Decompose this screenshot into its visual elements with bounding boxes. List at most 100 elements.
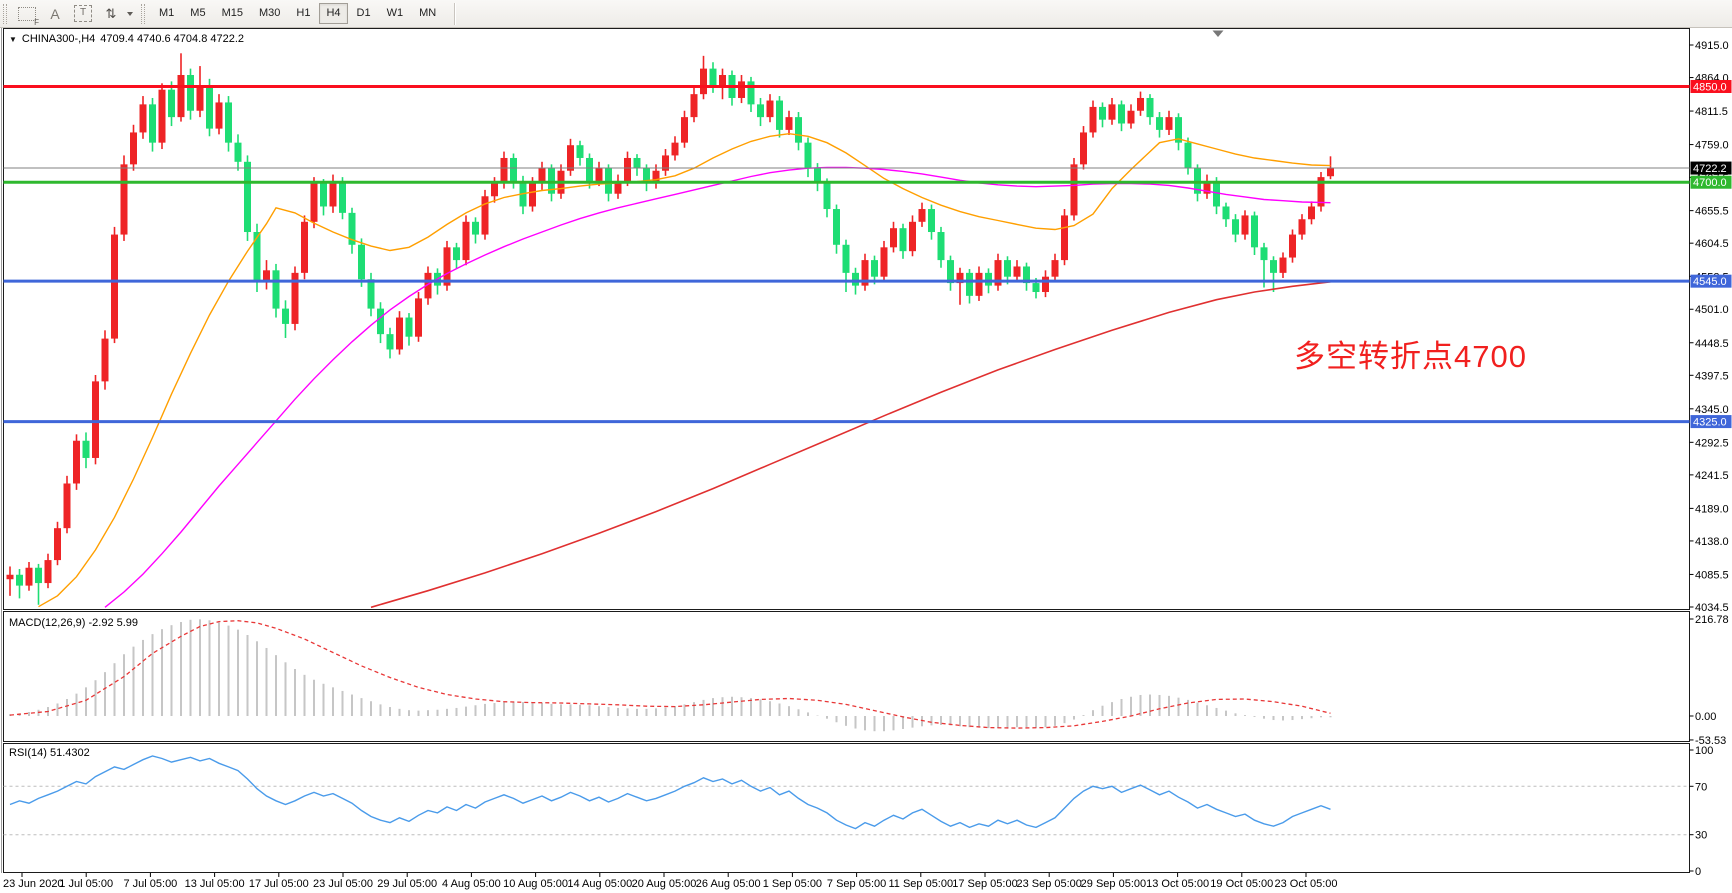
annotation-text[interactable]: 多空转折点4700 [1294, 339, 1527, 374]
macd-values: -2.92 5.99 [88, 617, 139, 629]
svg-text:1 Jul 05:00: 1 Jul 05:00 [59, 878, 113, 890]
chart-stage: 4915.04864.04811.54759.04707.54655.54604… [0, 28, 1732, 893]
svg-text:26 Aug 05:00: 26 Aug 05:00 [696, 878, 761, 890]
svg-text:4700.0: 4700.0 [1693, 177, 1727, 189]
timeframe-h1-button[interactable]: H1 [296, 7, 311, 19]
svg-text:13 Jul 05:00: 13 Jul 05:00 [185, 878, 245, 890]
svg-text:23 Sep 05:00: 23 Sep 05:00 [1016, 878, 1081, 890]
svg-text:0.00: 0.00 [1695, 711, 1716, 723]
price-badge-4545.0 [1690, 274, 1732, 288]
symbol-period-label: CHINA300-,H4 [21, 33, 96, 45]
price-badges: 4850.0 4700.0 4545.0 4325.0 4722.2 [1690, 79, 1732, 429]
timeframe-d1-button[interactable]: D1 [356, 7, 371, 19]
svg-text:23 Jul 05:00: 23 Jul 05:00 [313, 878, 373, 890]
toolbar: F A T ⇅ M1 M5 M15 M30 H1 H4 D1 W1 MN [0, 0, 1732, 28]
svg-text:10 Aug 05:00: 10 Aug 05:00 [503, 878, 568, 890]
ma-fast-orange [38, 132, 1331, 608]
timeframe-group: M1 M5 M15 M30 H1 H4 D1 W1 MN [151, 3, 444, 24]
horizontal-lines[interactable] [3, 84, 1690, 424]
timeframe-h4-button[interactable]: H4 [319, 3, 348, 24]
svg-text:11 Sep 05:00: 11 Sep 05:00 [888, 878, 953, 890]
svg-text:4655.5: 4655.5 [1695, 206, 1729, 218]
svg-text:100: 100 [1695, 745, 1713, 757]
toolbar-separator [454, 2, 456, 25]
arrow-objects-icon[interactable]: ⇅ [105, 5, 117, 21]
price-badge-4850.0 [1690, 79, 1732, 93]
rsi-panel [3, 755, 1690, 836]
dropdown-caret-icon[interactable] [127, 11, 133, 16]
svg-text:4189.0: 4189.0 [1695, 503, 1729, 515]
svg-text:29 Jul 05:00: 29 Jul 05:00 [377, 878, 437, 890]
svg-text:4915.0: 4915.0 [1695, 40, 1729, 52]
rsi-axis[interactable]: 100 70 30 0 [1689, 745, 1714, 878]
svg-text:4325.0: 4325.0 [1693, 417, 1727, 429]
svg-text:4345.0: 4345.0 [1695, 404, 1729, 416]
ohlc-values: 4709.4 4740.6 4704.8 4722.2 [100, 33, 245, 45]
period-separators-grid-icon[interactable]: F [17, 3, 39, 27]
svg-text:23 Oct 05:00: 23 Oct 05:00 [1275, 878, 1338, 890]
price-badge-4700.0 [1690, 175, 1732, 189]
chart-canvas[interactable]: 4915.04864.04811.54759.04707.54655.54604… [0, 28, 1732, 893]
timeframe-m15-button[interactable]: M15 [221, 7, 243, 19]
macd-axis[interactable]: 216.78 0.00 -53.53 [1689, 614, 1729, 747]
price-badge-4325.0 [1690, 415, 1732, 429]
svg-text:4811.5: 4811.5 [1695, 106, 1728, 118]
timeframe-m30-button[interactable]: M30 [258, 7, 281, 19]
svg-text:4241.5: 4241.5 [1695, 470, 1729, 482]
toolbar-drag-handle-2[interactable] [141, 3, 145, 24]
timeframe-m1-button[interactable]: M1 [159, 7, 175, 19]
price-axis[interactable]: 4915.04864.04811.54759.04707.54655.54604… [1689, 40, 1729, 614]
svg-text:23 Jun 2020: 23 Jun 2020 [3, 878, 64, 890]
timeframe-m5-button[interactable]: M5 [190, 7, 206, 19]
svg-text:17 Sep 05:00: 17 Sep 05:00 [952, 878, 1017, 890]
svg-text:13 Oct 05:00: 13 Oct 05:00 [1146, 878, 1209, 890]
ma-slow-red [370, 281, 1331, 609]
svg-text:-53.53: -53.53 [1695, 735, 1726, 747]
svg-text:7 Jul 05:00: 7 Jul 05:00 [123, 878, 177, 890]
svg-text:4722.2: 4722.2 [1693, 163, 1727, 175]
svg-text:30: 30 [1695, 830, 1707, 842]
symbol-dropdown-icon[interactable]: ▼ [9, 34, 17, 44]
rsi-value: 51.4302 [49, 747, 90, 759]
grid-f-glyph: F [34, 17, 39, 27]
timeframe-mn-button[interactable]: MN [419, 7, 437, 19]
svg-text:4292.5: 4292.5 [1695, 437, 1729, 449]
svg-text:19 Oct 05:00: 19 Oct 05:00 [1210, 878, 1273, 890]
svg-text:4850.0: 4850.0 [1693, 81, 1727, 93]
rsi-line [9, 755, 1331, 830]
svg-text:7 Sep 05:00: 7 Sep 05:00 [827, 878, 886, 890]
chart-legend[interactable]: ▼ CHINA300-,H4 4709.4 4740.6 4704.8 4722… [9, 33, 244, 45]
text-object-icon[interactable]: T [73, 3, 93, 25]
svg-text:14 Aug 05:00: 14 Aug 05:00 [567, 878, 632, 890]
svg-text:4448.5: 4448.5 [1695, 338, 1729, 350]
svg-text:4397.5: 4397.5 [1695, 370, 1729, 382]
toolbar-drag-handle[interactable] [3, 3, 7, 24]
macd-signal-line [9, 620, 1331, 729]
svg-text:216.78: 216.78 [1695, 614, 1729, 626]
svg-text:20 Aug 05:00: 20 Aug 05:00 [632, 878, 697, 890]
text-label-icon[interactable]: A [50, 5, 60, 22]
svg-text:4501.0: 4501.0 [1695, 304, 1729, 316]
shift-marker[interactable] [1212, 30, 1224, 38]
svg-text:4604.5: 4604.5 [1695, 238, 1729, 250]
svg-text:29 Sep 05:00: 29 Sep 05:00 [1081, 878, 1146, 890]
macd-panel [9, 619, 1332, 732]
timeframe-w1-button[interactable]: W1 [386, 7, 404, 19]
candles-layer [6, 53, 1334, 605]
panel-frames [1, 28, 1690, 873]
dotted-grid-icon [18, 6, 36, 21]
svg-text:17 Jul 05:00: 17 Jul 05:00 [249, 878, 309, 890]
svg-text:70: 70 [1695, 781, 1707, 793]
svg-text:1 Sep 05:00: 1 Sep 05:00 [763, 878, 822, 890]
svg-text:4034.5: 4034.5 [1695, 602, 1729, 614]
svg-text:4759.0: 4759.0 [1695, 140, 1729, 152]
svg-text:4 Aug 05:00: 4 Aug 05:00 [442, 878, 501, 890]
macd-indicator-label: MACD(12,26,9) -2.92 5.99 [9, 617, 139, 629]
svg-text:4085.5: 4085.5 [1695, 569, 1729, 581]
svg-text:4545.0: 4545.0 [1693, 276, 1727, 288]
rsi-indicator-label: RSI(14) 51.4302 [9, 747, 90, 759]
svg-text:4138.0: 4138.0 [1695, 536, 1729, 548]
svg-text:0: 0 [1695, 866, 1701, 878]
